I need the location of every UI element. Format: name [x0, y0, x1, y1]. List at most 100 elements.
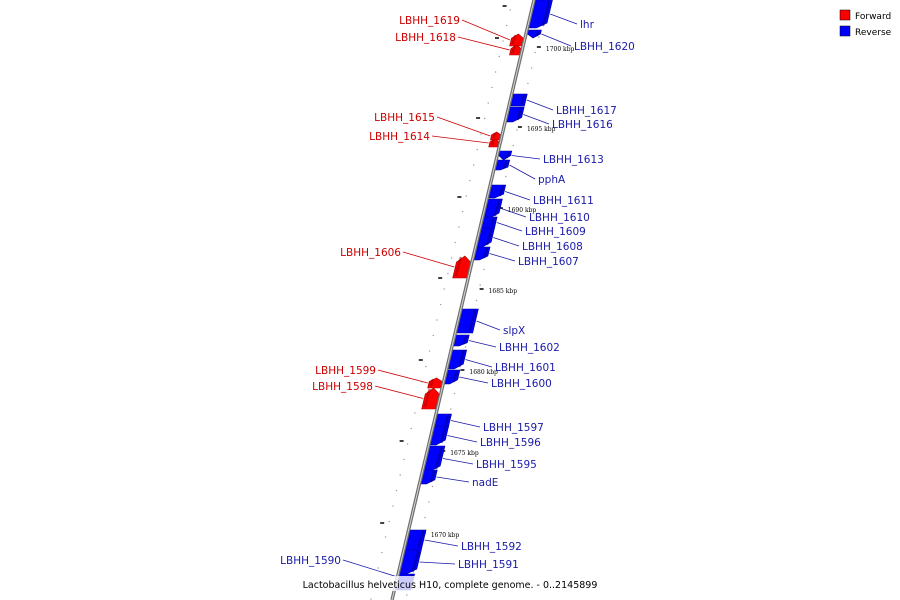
- gene-shade: [511, 45, 517, 54]
- tick-label: 1690 kbp: [508, 207, 537, 214]
- gene-label-LBHH_1620[interactable]: LBHH_1620: [574, 41, 635, 53]
- legend-forward-label: Forward: [855, 12, 891, 22]
- gene-shade: [468, 309, 477, 332]
- gene-feature-LBHH_1606[interactable]: [452, 255, 471, 279]
- gene-label-LBHH_1616[interactable]: LBHH_1616: [552, 119, 613, 131]
- gene-shade: [429, 378, 435, 387]
- leader-line: [550, 13, 578, 25]
- leader-line: [468, 340, 497, 348]
- caption-backdrop: [310, 576, 590, 591]
- leader-line: [489, 253, 516, 262]
- gene-shade: [457, 350, 465, 368]
- tick-label: 1700 kbp: [546, 46, 575, 53]
- gene-shade: [423, 388, 431, 408]
- gene-shade: [505, 151, 510, 159]
- gene-label-LBHH_1607[interactable]: LBHH_1607: [518, 256, 579, 268]
- gene-shade: [434, 446, 444, 470]
- gene-label-LBHH_1596[interactable]: LBHH_1596: [480, 437, 541, 449]
- gene-label-LBHH_1595[interactable]: LBHH_1595: [476, 459, 537, 471]
- gene-label-LBHH_1598[interactable]: LBHH_1598: [312, 381, 373, 393]
- gene-label-LBHH_1599[interactable]: LBHH_1599: [315, 365, 376, 377]
- gene-label-LBHH_1600[interactable]: LBHH_1600: [491, 378, 552, 390]
- gene-feature-LBHH_1613[interactable]: [498, 150, 513, 161]
- gene-feature-LBHH_1615[interactable]: [489, 131, 501, 141]
- leader-line: [457, 36, 510, 51]
- gene-shade: [535, 30, 540, 37]
- gene-feature-LBHH_1599[interactable]: [427, 377, 443, 389]
- gene-feature-LBHH_1611[interactable]: [488, 184, 507, 199]
- legend: Forward Reverse: [839, 9, 892, 38]
- leader-line: [493, 237, 520, 247]
- gene-shade: [516, 107, 523, 121]
- gene-shade: [411, 550, 420, 573]
- leader-line: [511, 155, 541, 160]
- leader-line: [374, 385, 424, 399]
- gene-label-LBHH_1590[interactable]: LBHH_1590: [280, 555, 341, 567]
- leader-line: [465, 359, 493, 368]
- gene-feature-LBHH_1592[interactable]: [404, 529, 427, 551]
- gene-shade: [493, 199, 501, 217]
- gene-body: [509, 33, 524, 47]
- leader-line: [526, 99, 554, 111]
- gene-shade: [511, 34, 517, 45]
- leader-line: [461, 19, 511, 41]
- gene-label-LBHH_1619[interactable]: LBHH_1619: [399, 15, 460, 27]
- legend-forward[interactable]: Forward: [839, 9, 891, 22]
- gene-label-LBHH_1617[interactable]: LBHH_1617: [556, 105, 617, 117]
- gene-shade: [482, 247, 489, 259]
- gene-feature-LBHH_1600[interactable]: [444, 369, 461, 385]
- gene-shade: [490, 217, 496, 227]
- gene-feature-lhr[interactable]: [528, 0, 553, 29]
- leader-line: [541, 33, 572, 47]
- gene-label-lhr[interactable]: lhr: [580, 19, 595, 31]
- gene-shade: [498, 185, 504, 197]
- leader-line: [424, 539, 459, 547]
- gene-feature-LBHH_1619[interactable]: [509, 33, 524, 47]
- gene-label-pphA[interactable]: pphA: [538, 174, 566, 186]
- gene-label-LBHH_1597[interactable]: LBHH_1597: [483, 422, 544, 434]
- gene-label-slpX[interactable]: slpX: [503, 325, 525, 337]
- gene-label-LBHH_1609[interactable]: LBHH_1609: [525, 226, 586, 238]
- tick-labels: 1700 kbp 1695 kbp 1690 kbp 1685 kbp 1680 kbp…: [431, 46, 575, 539]
- gene-feature-LBHH_1610[interactable]: [483, 198, 503, 219]
- map-caption: Lactobacillus helveticus H10, complete g…: [303, 580, 598, 591]
- gene-label-LBHH_1610[interactable]: LBHH_1610: [529, 212, 590, 224]
- gene-label-LBHH_1601[interactable]: LBHH_1601: [495, 362, 556, 374]
- leader-line: [509, 164, 536, 180]
- gene-shade: [485, 228, 493, 246]
- gene-label-LBHH_1606[interactable]: LBHH_1606: [340, 247, 401, 259]
- gene-shade: [439, 426, 447, 444]
- leader-line: [436, 116, 491, 137]
- legend-reverse[interactable]: Reverse: [839, 25, 892, 38]
- leader-line: [505, 191, 531, 201]
- gene-body: [498, 150, 513, 161]
- gene-label-LBHH_1592[interactable]: LBHH_1592: [461, 541, 522, 553]
- legend-forward-swatch: [839, 9, 851, 21]
- gene-label-LBHH_1618[interactable]: LBHH_1618: [395, 32, 456, 44]
- gene-shade: [503, 160, 508, 169]
- gene-feature-LBHH_1614[interactable]: [488, 138, 500, 148]
- gene-shade: [444, 414, 450, 426]
- leader-line: [523, 114, 550, 125]
- leader-line: [431, 135, 489, 144]
- gene-shade: [429, 470, 436, 483]
- gene-label-LBHH_1614[interactable]: LBHH_1614: [369, 131, 430, 143]
- gene-label-LBHH_1615[interactable]: LBHH_1615: [374, 112, 435, 124]
- gene-shade: [520, 94, 526, 105]
- gene-label-LBHH_1613[interactable]: LBHH_1613: [543, 154, 604, 166]
- leader-line: [377, 369, 428, 384]
- gene-label-LBHH_1602[interactable]: LBHH_1602: [499, 342, 560, 354]
- gene-feature-LBHH_1591[interactable]: [399, 549, 422, 575]
- gene-label-nadE[interactable]: nadE: [472, 477, 498, 489]
- gene-label-LBHH_1608[interactable]: LBHH_1608: [522, 241, 583, 253]
- leader-line: [496, 222, 523, 232]
- tick-label: 1685 kbp: [489, 288, 518, 295]
- gene-labels: lhr LBHH_1620 LBHH_1619 LBHH_1618 LBHH_1617 L…: [280, 15, 635, 571]
- gene-body: [427, 377, 443, 389]
- gene-label-LBHH_1611[interactable]: LBHH_1611: [533, 195, 594, 207]
- backbone: [390, 0, 536, 600]
- gene-shade: [492, 132, 497, 139]
- gene-shade: [541, 0, 551, 27]
- gene-label-LBHH_1591[interactable]: LBHH_1591: [458, 559, 519, 571]
- gene-feature-LBHH_1618[interactable]: [509, 44, 522, 56]
